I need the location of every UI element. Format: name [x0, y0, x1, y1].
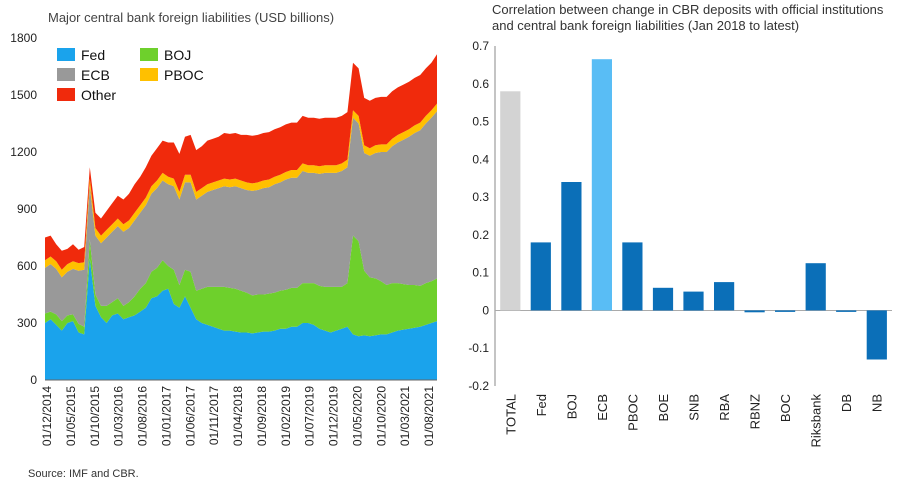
left-x-tick-label: 01/04/2018: [231, 386, 245, 446]
right-x-tick-label: BOJ: [564, 394, 579, 419]
right-y-tick-label: 0.1: [472, 266, 489, 280]
left-x-tick-label: 01/05/2020: [350, 386, 364, 446]
legend-label-boj: BOJ: [164, 47, 191, 63]
legend-swatch-ecb: [57, 68, 75, 81]
left-x-tick-label: 01/01/2017: [159, 386, 173, 446]
area-series-boj: [45, 235, 437, 337]
left-y-tick-label: 0: [30, 373, 37, 387]
bar-fed: [530, 242, 551, 311]
left-x-tick-label: 01/02/2019: [279, 386, 293, 446]
legend-swatch-fed: [57, 48, 75, 61]
bar-boe: [652, 287, 674, 311]
left-y-tick-label: 1500: [10, 88, 37, 102]
right-y-tick-label: 0.7: [472, 39, 489, 53]
right-x-tick-label: BOC: [778, 394, 793, 422]
left-x-tick-label: 01/10/2015: [88, 386, 102, 446]
area-series-other: [45, 54, 437, 270]
right-y-tick-label: 0.6: [472, 77, 489, 91]
area-series-ecb: [45, 111, 437, 327]
bar-snb: [683, 291, 704, 311]
area-series-fed: [45, 258, 437, 380]
right-x-tick-label: RBA: [717, 394, 732, 421]
right-x-tick-label: DB: [839, 394, 854, 412]
right-x-tick-label: RBNZ: [748, 394, 763, 429]
bar-boj: [561, 182, 582, 311]
left-x-tick-label: 01/12/2014: [40, 386, 54, 446]
left-x-tick-label: 01/11/2017: [207, 386, 221, 445]
bar-ecb: [591, 59, 612, 311]
right-x-tick-label: Fed: [534, 394, 549, 416]
source-note: Source: IMF and CBR.: [28, 468, 139, 480]
left-y-tick-label: 900: [17, 202, 37, 216]
right-y-tick-label: 0: [482, 303, 489, 317]
legend-swatch-other: [57, 88, 75, 101]
legend-label-fed: Fed: [81, 47, 105, 63]
left-y-tick-label: 600: [17, 259, 37, 273]
legend-swatch-boj: [140, 48, 158, 61]
right-x-tick-label: ECB: [595, 394, 610, 421]
right-y-tick-label: 0.5: [472, 115, 489, 129]
left-x-tick-label: 01/12/2019: [327, 386, 341, 446]
left-x-tick-label: 01/03/2021: [398, 386, 412, 446]
left-x-tick-label: 01/08/2016: [136, 386, 150, 446]
left-y-tick-label: 1800: [10, 31, 37, 45]
right-x-tick-label: PBOC: [625, 394, 640, 431]
left-x-tick-label: 01/09/2018: [255, 386, 269, 446]
legend-label-other: Other: [81, 87, 116, 103]
left-x-tick-label: 01/08/2021: [422, 386, 436, 446]
right-chart-title: Correlation between change in CBR deposi…: [492, 2, 884, 33]
legend-label-ecb: ECB: [81, 67, 110, 83]
right-y-tick-label: 0.4: [472, 152, 489, 166]
left-x-tick-label: 01/03/2016: [112, 386, 126, 446]
right-x-tick-label: NB: [870, 394, 885, 412]
right-y-tick-label: -0.1: [468, 341, 489, 355]
right-x-tick-label: Riksbank: [809, 394, 824, 448]
bar-rbnz: [744, 310, 765, 313]
left-x-tick-label: 01/05/2015: [64, 386, 78, 446]
right-y-tick-label: 0.2: [472, 228, 489, 242]
left-y-tick-label: 1200: [10, 145, 37, 159]
bar-nb: [866, 310, 887, 360]
right-y-tick-label: 0.3: [472, 190, 489, 204]
bar-pboc: [622, 242, 643, 311]
legend-label-pboc: PBOC: [164, 67, 204, 83]
bar-boc: [775, 310, 796, 312]
right-x-tick-label: BOE: [656, 394, 671, 422]
left-y-tick-label: 300: [17, 316, 37, 330]
right-x-tick-label: TOTAL: [503, 394, 518, 435]
bar-rba: [714, 282, 735, 311]
left-x-tick-label: 01/10/2020: [374, 386, 388, 446]
left-x-tick-label: 01/07/2019: [303, 386, 317, 446]
bar-db: [836, 310, 857, 312]
right-x-tick-label: SNB: [687, 394, 702, 421]
left-x-tick-label: 01/06/2017: [183, 386, 197, 446]
bar-total: [500, 91, 521, 311]
bar-riksbank: [805, 263, 826, 311]
left-chart-title: Major central bank foreign liabilities (…: [48, 10, 335, 25]
right-y-tick-label: -0.2: [468, 379, 489, 393]
legend-swatch-pboc: [140, 68, 158, 81]
